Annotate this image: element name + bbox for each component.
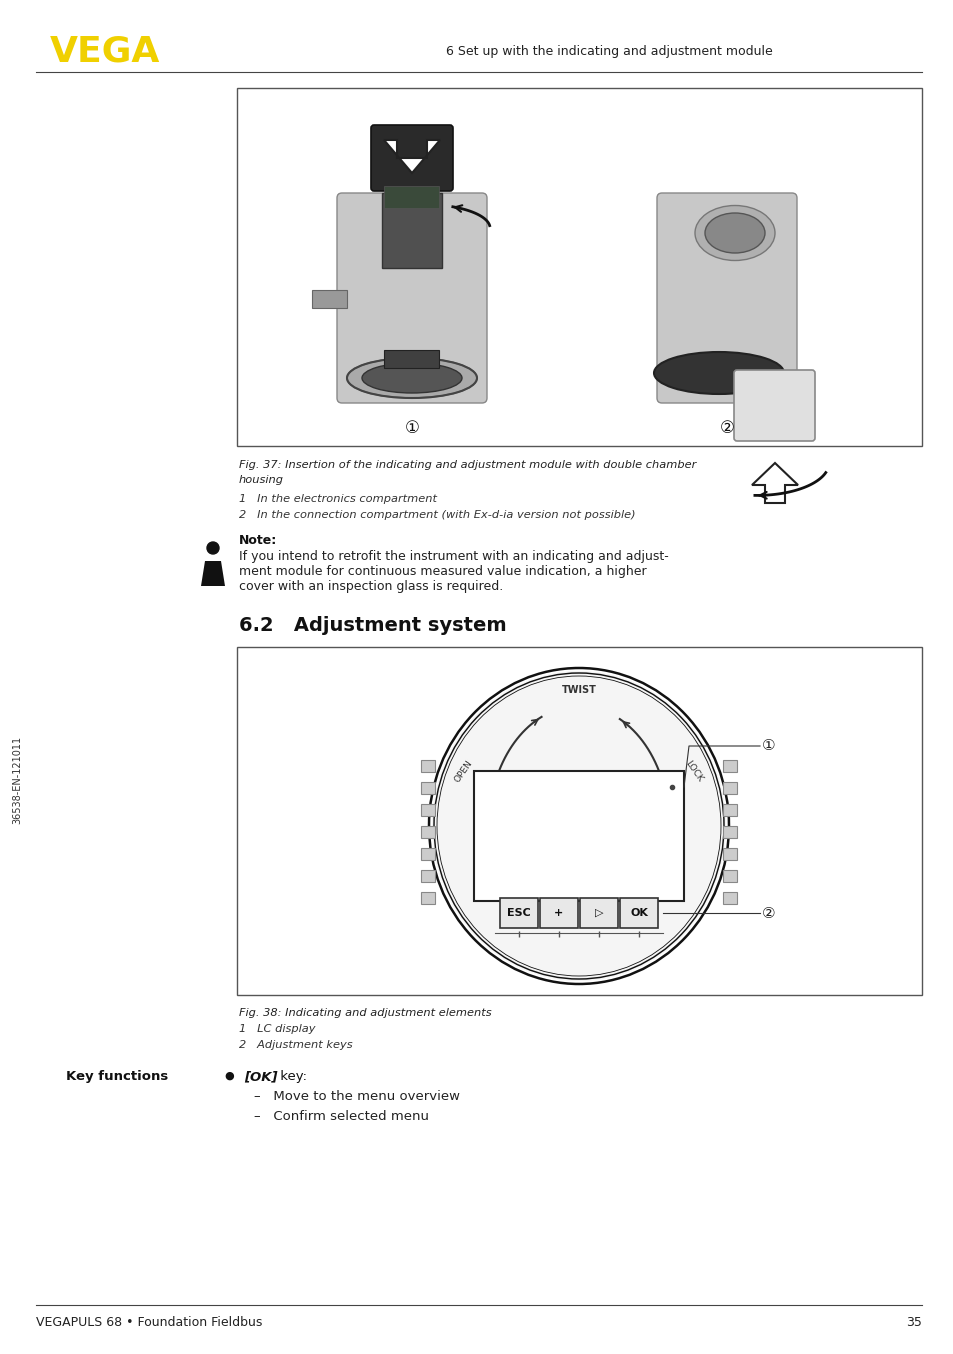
Ellipse shape [695,206,774,260]
Bar [722,848,737,860]
Text: Note:: Note: [239,533,277,547]
Text: –   Confirm selected menu: – Confirm selected menu [253,1110,429,1122]
Ellipse shape [704,213,764,253]
Text: key:: key: [275,1070,307,1083]
Text: 2   In the connection compartment (with Ex-d-ia version not possible): 2 In the connection compartment (with Ex… [239,510,635,520]
Ellipse shape [361,363,461,393]
Text: 35: 35 [905,1316,921,1330]
Bar [236,88,921,445]
Bar [384,349,438,368]
Text: If you intend to retrofit the instrument with an indicating and adjust-: If you intend to retrofit the instrument… [239,550,668,563]
Text: [OK]: [OK] [244,1070,277,1083]
Bar [420,892,435,904]
Text: 1   In the electronics compartment: 1 In the electronics compartment [239,494,436,504]
Ellipse shape [347,357,476,398]
Text: ▷: ▷ [594,909,602,918]
Text: Key functions: Key functions [66,1070,168,1083]
Text: VEGA: VEGA [50,35,160,69]
Bar [474,770,683,900]
Text: Fig. 37: Insertion of the indicating and adjustment module with double chamber: Fig. 37: Insertion of the indicating and… [239,460,696,470]
Bar [579,898,618,927]
Bar [420,783,435,793]
Text: 6.2   Adjustment system: 6.2 Adjustment system [239,616,506,635]
Bar [384,185,438,209]
FancyBboxPatch shape [657,194,796,403]
Bar [312,290,347,307]
Bar [619,898,658,927]
Text: 6 Set up with the indicating and adjustment module: 6 Set up with the indicating and adjustm… [446,46,772,58]
Bar [420,804,435,816]
Text: cover with an inspection glass is required.: cover with an inspection glass is requir… [239,580,503,593]
Bar [722,826,737,838]
Bar [381,194,441,268]
Bar [722,871,737,881]
Text: ①: ① [761,738,775,753]
Bar [420,826,435,838]
Text: ●: ● [224,1071,233,1080]
Polygon shape [384,139,439,173]
Text: ②: ② [719,418,734,437]
FancyBboxPatch shape [371,125,453,191]
Text: 2   Adjustment keys: 2 Adjustment keys [239,1040,353,1049]
Ellipse shape [432,672,725,982]
Bar [499,898,537,927]
Text: +: + [554,909,563,918]
Bar [420,871,435,881]
Text: VEGAPULS 68 • Foundation Fieldbus: VEGAPULS 68 • Foundation Fieldbus [36,1316,262,1330]
Bar [420,848,435,860]
Text: ①: ① [404,418,419,437]
Text: 36538-EN-121011: 36538-EN-121011 [12,737,22,825]
Bar [236,647,921,995]
Polygon shape [751,463,797,502]
Text: OK: OK [629,909,647,918]
FancyBboxPatch shape [336,194,486,403]
FancyBboxPatch shape [733,370,814,441]
Bar [722,783,737,793]
Circle shape [207,542,219,554]
Text: ②: ② [761,906,775,921]
Text: Fig. 38: Indicating and adjustment elements: Fig. 38: Indicating and adjustment eleme… [239,1007,491,1018]
Bar [722,892,737,904]
Bar [420,760,435,772]
Text: LOCK: LOCK [682,758,703,784]
Text: OPEN: OPEN [453,758,475,784]
Text: ESC: ESC [507,909,530,918]
Text: ment module for continuous measured value indication, a higher: ment module for continuous measured valu… [239,565,646,578]
Text: TWIST: TWIST [561,685,596,695]
Bar [722,760,737,772]
Text: –   Move to the menu overview: – Move to the menu overview [253,1090,459,1104]
Polygon shape [201,561,225,586]
Bar [722,804,737,816]
Text: 1   LC display: 1 LC display [239,1024,315,1034]
Ellipse shape [654,352,783,394]
Text: housing: housing [239,475,284,485]
Bar [539,898,578,927]
